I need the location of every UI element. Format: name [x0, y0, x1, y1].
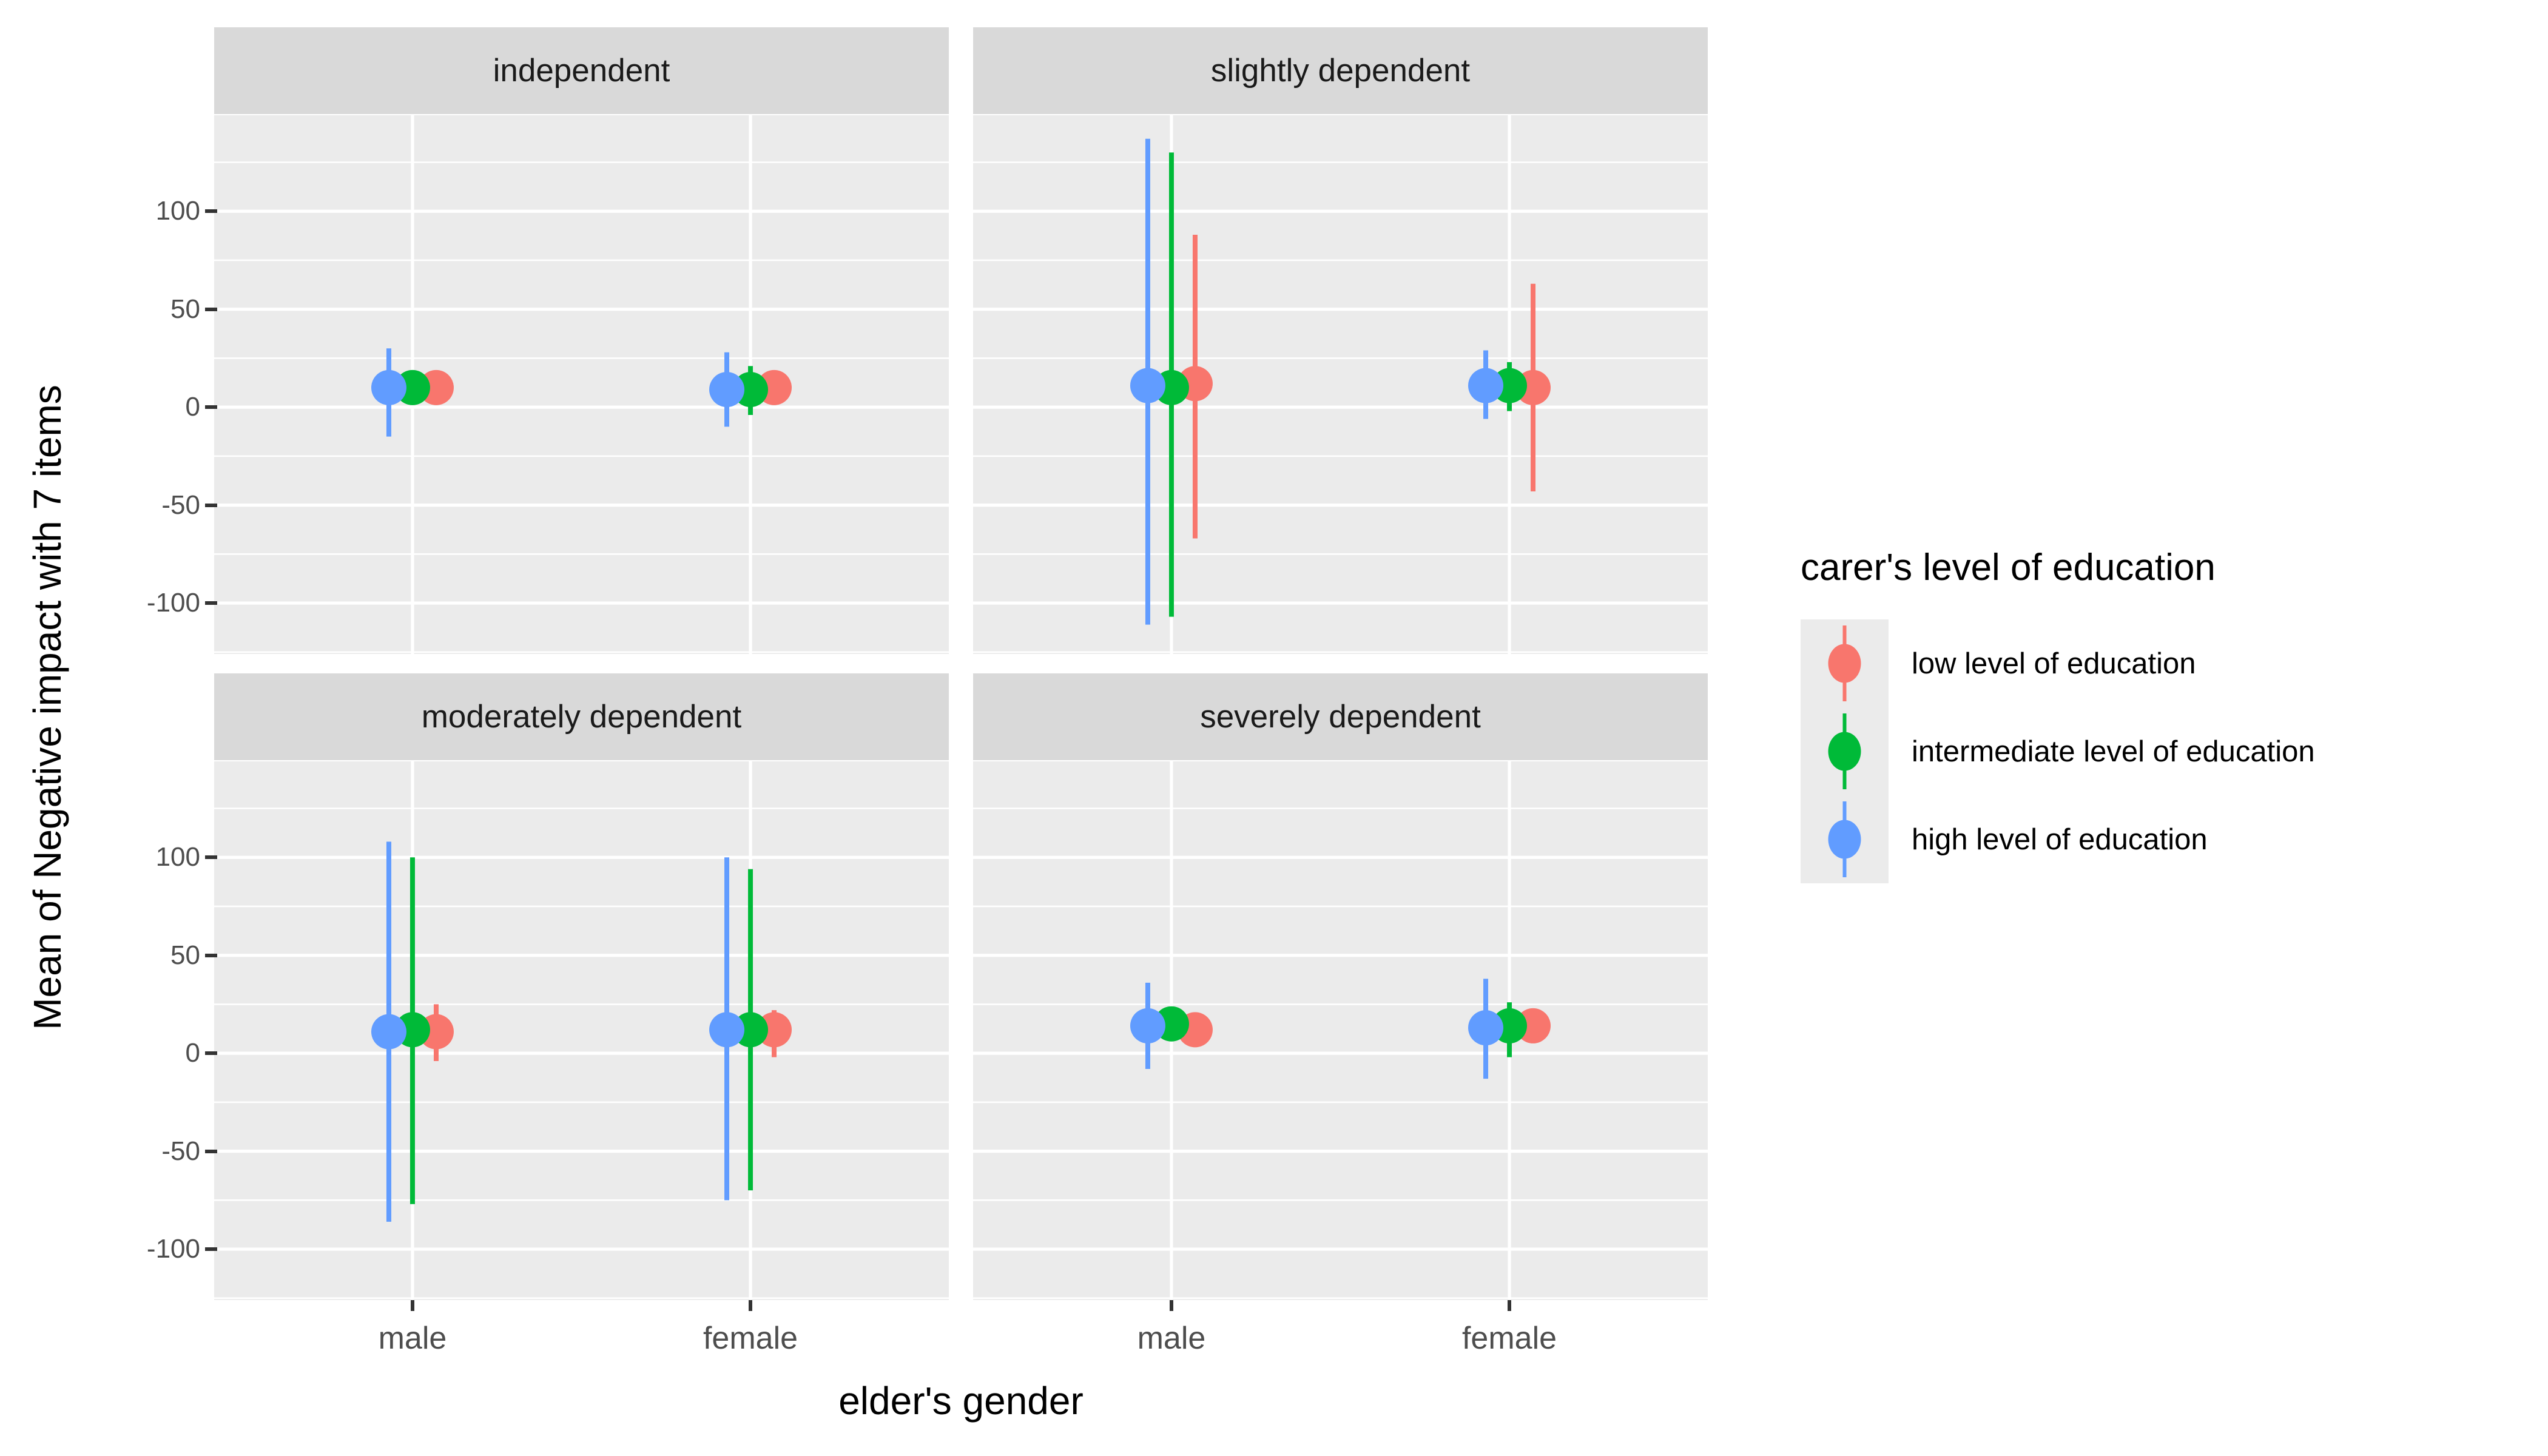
x-tick-label-female: female [1461, 1321, 1557, 1356]
y-tick-label: -100 [146, 588, 200, 618]
facet-panel-moderately-dependent [214, 761, 949, 1300]
legend-keys: low level of education intermediate level… [1801, 619, 2315, 883]
panel-plot-area [973, 761, 1708, 1300]
facet-strip-severely-dependent: severely dependent [973, 673, 1708, 760]
legend-entry-high: high level of education [1801, 795, 2315, 883]
x-tick-mark [1508, 1300, 1512, 1311]
y-tick-label: 50 [170, 940, 200, 970]
data-point-high [709, 372, 745, 408]
data-point-high [371, 369, 406, 405]
legend: carer's level of education low level of … [1801, 546, 2315, 883]
x-axis-title: elder's gender [838, 1379, 1084, 1423]
facet-panel-severely-dependent [973, 761, 1708, 1300]
data-point-high [709, 1012, 745, 1048]
y-tick-mark [205, 209, 217, 214]
facet-panel-independent [214, 115, 949, 654]
y-tick-label: 0 [185, 392, 200, 422]
legend-title: carer's level of education [1801, 547, 2216, 588]
legend-entry-intermediate: intermediate level of education [1801, 707, 2315, 795]
y-tick-mark [205, 953, 217, 957]
y-tick-mark [205, 405, 217, 410]
y-tick-label: -50 [161, 490, 200, 520]
legend-point-icon [1828, 644, 1861, 683]
legend-point-icon [1828, 820, 1861, 859]
legend-entry-low: low level of education [1801, 619, 2315, 707]
x-tick-label-female: female [703, 1321, 798, 1356]
y-tick-label: -100 [146, 1234, 200, 1264]
panel-plot-area [973, 115, 1708, 654]
facet-panel-slightly-dependent [973, 115, 1708, 654]
legend-key-intermediate [1801, 707, 1889, 795]
legend-key-high [1801, 795, 1889, 883]
pointrange-key-icon [1828, 713, 1861, 789]
legend-point-icon [1828, 732, 1861, 771]
y-tick-mark [205, 1051, 217, 1056]
y-tick-label: 100 [155, 196, 200, 226]
x-tick-label-male: male [1137, 1321, 1206, 1356]
pointrange-key-icon [1828, 801, 1861, 877]
data-point-high [1468, 368, 1504, 403]
x-tick-label-male: male [378, 1321, 447, 1356]
panel-plot-area [214, 761, 949, 1300]
y-tick-label: 50 [170, 294, 200, 324]
legend-label-high: high level of education [1912, 823, 2208, 856]
y-tick-label: -50 [161, 1136, 200, 1166]
data-point-high [371, 1014, 406, 1050]
facet-strip-independent: independent [214, 27, 949, 114]
data-point-high [1130, 368, 1165, 403]
legend-label-low: low level of education [1912, 647, 2196, 680]
x-tick-mark [410, 1300, 414, 1311]
facet-strip-moderately-dependent: moderately dependent [214, 673, 949, 760]
y-tick-mark [205, 601, 217, 605]
y-tick-mark [205, 1247, 217, 1252]
y-tick-mark [205, 855, 217, 860]
pointrange-key-icon [1828, 625, 1861, 701]
y-tick-mark [205, 1149, 217, 1153]
panel-plot-area [214, 115, 949, 654]
y-tick-label: 0 [185, 1038, 200, 1068]
y-tick-mark [205, 307, 217, 311]
legend-label-intermediate: intermediate level of education [1912, 735, 2315, 768]
y-tick-mark [205, 503, 217, 507]
data-point-high [1468, 1010, 1504, 1046]
x-tick-mark [1169, 1300, 1173, 1311]
x-tick-mark [749, 1300, 753, 1311]
data-point-high [1130, 1008, 1165, 1043]
legend-key-low [1801, 619, 1889, 707]
y-tick-label: 100 [155, 842, 200, 872]
facet-strip-slightly-dependent: slightly dependent [973, 27, 1708, 114]
y-axis-title: Mean of Negative impact with 7 items [25, 385, 69, 1030]
